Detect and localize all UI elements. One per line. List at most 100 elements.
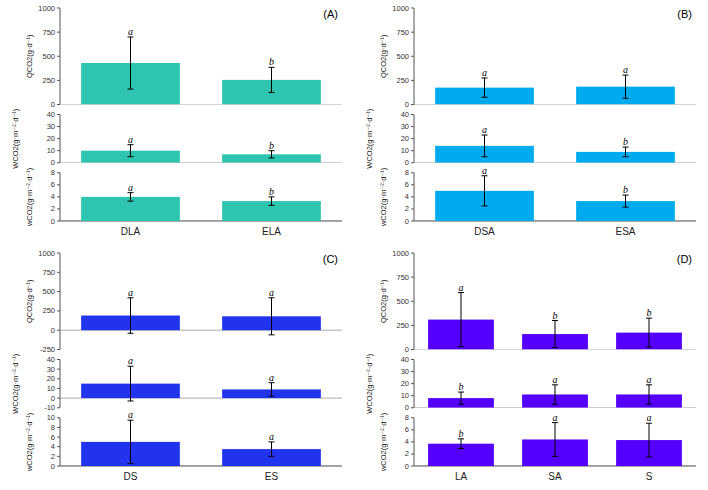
error-stem (130, 37, 131, 89)
x-tick-label: ES (265, 471, 279, 482)
y-tick-label: 6 (51, 433, 55, 442)
y-axis-label: wCO2(g·m⁻²·d⁻¹) (379, 167, 388, 227)
y-tick-label: 40 (47, 110, 55, 119)
y-tick-label: 1000 (392, 4, 409, 13)
error-cap (458, 448, 464, 449)
x-tick-label: SA (548, 471, 562, 482)
sub-axes: 0246810wCO2(g·m⁻²·d⁻¹)aaDSES (25, 409, 342, 482)
significance-label: a (459, 282, 464, 293)
error-bar (623, 147, 629, 157)
error-stem (649, 318, 650, 347)
error-bar (269, 442, 275, 456)
significance-label: a (482, 165, 487, 176)
y-tick-label: 250 (42, 76, 55, 85)
sub-axes: -10010203040WCO2(g·m⁻²·d⁻¹)aa (11, 353, 342, 413)
error-stem (461, 392, 462, 404)
error-bar (128, 37, 134, 89)
panel: 02505007501000QCO2(g·d⁻¹)abb(D)010203040… (365, 249, 696, 483)
y-tick-label: 40 (401, 110, 409, 119)
significance-label: a (269, 431, 274, 442)
plot-area (60, 366, 342, 401)
y-tick-label: 20 (47, 374, 55, 383)
panel: 02505007501000QCO2(g·d⁻¹)aa(B)010203040W… (365, 4, 696, 238)
error-cap (623, 207, 629, 208)
y-axis-line (414, 418, 415, 466)
y-axis-line (414, 173, 415, 221)
x-tick-label: DS (124, 471, 138, 482)
panel: -25002505007501000QCO2(g·d⁻¹)aa(C)-10010… (11, 249, 342, 483)
significance-label: b (647, 307, 652, 318)
significance-label: b (459, 428, 464, 439)
error-bar (128, 193, 134, 201)
y-tick-label: 750 (42, 268, 55, 277)
error-stem (484, 78, 485, 97)
error-stem (271, 383, 272, 397)
y-tick-label: 750 (396, 28, 409, 37)
y-tick-label: 30 (401, 122, 409, 131)
significance-label: a (482, 124, 487, 135)
significance-label: b (459, 381, 464, 392)
significance-label: b (269, 56, 274, 67)
y-tick-label: 2 (51, 452, 55, 461)
y-axis-label: WCO2(g·m⁻²·d⁻¹) (11, 108, 20, 168)
error-cap (128, 156, 134, 157)
significance-label: a (128, 409, 133, 420)
y-tick-label: 250 (42, 306, 55, 315)
error-bar (482, 78, 488, 97)
error-stem (271, 67, 272, 92)
error-cap (269, 334, 275, 335)
significance-label: a (553, 412, 558, 423)
y-tick-label: 40 (401, 355, 409, 364)
y-tick-label: 10 (401, 391, 409, 400)
y-tick-label: 0 (51, 217, 55, 226)
y-tick-label: 20 (47, 134, 55, 143)
y-tick-label: 8 (51, 168, 55, 177)
y-tick-label: 0 (405, 217, 409, 226)
significance-label: a (128, 182, 133, 193)
chart: 02505007501000QCO2(g·d⁻¹)ab(A)010203040W… (0, 0, 708, 490)
error-cap (458, 404, 464, 405)
y-tick-label: 0 (51, 158, 55, 167)
plot-area (414, 423, 696, 466)
y-tick-label: 4 (405, 192, 409, 201)
y-tick-label: 0 (405, 462, 409, 471)
error-stem (130, 145, 131, 157)
significance-label: b (623, 136, 628, 147)
y-axis-line (60, 253, 61, 350)
error-bar (552, 385, 558, 404)
y-axis-line (60, 418, 61, 466)
panel-label: (D) (677, 253, 692, 265)
error-stem (649, 423, 650, 457)
error-bar (482, 135, 488, 157)
error-bar (269, 383, 275, 397)
y-tick-label: 10 (47, 384, 55, 393)
significance-label: b (269, 186, 274, 197)
error-stem (130, 420, 131, 463)
y-tick-label: 20 (401, 379, 409, 388)
error-cap (482, 156, 488, 157)
error-stem (555, 321, 556, 348)
y-tick-label: 0 (51, 326, 55, 335)
y-tick-label: 0 (51, 462, 55, 471)
y-axis-line (60, 360, 61, 408)
error-cap (552, 347, 558, 348)
plot-area (60, 420, 342, 466)
error-cap (128, 89, 134, 90)
error-stem (555, 423, 556, 457)
error-stem (649, 385, 650, 404)
y-axis-label: QCO2(g·d⁻¹) (25, 34, 34, 78)
x-tick-label: LA (455, 471, 468, 482)
y-tick-label: 8 (51, 423, 55, 432)
error-bar (269, 151, 275, 158)
significance-label: a (128, 355, 133, 366)
sub-axes: 010203040WCO2(g·m⁻²·d⁻¹)ab (365, 108, 696, 168)
error-bar (269, 197, 275, 205)
y-tick-label: 500 (396, 52, 409, 61)
y-axis-label: WCO2(g·m⁻²·d⁻¹) (365, 353, 374, 413)
error-bar (128, 145, 134, 157)
error-cap (269, 205, 275, 206)
error-cap (646, 404, 652, 405)
y-tick-label: 6 (51, 180, 55, 189)
y-axis-label: QCO2(g·d⁻¹) (25, 279, 34, 323)
sub-axes: -25002505007501000QCO2(g·d⁻¹)aa(C) (25, 249, 342, 355)
